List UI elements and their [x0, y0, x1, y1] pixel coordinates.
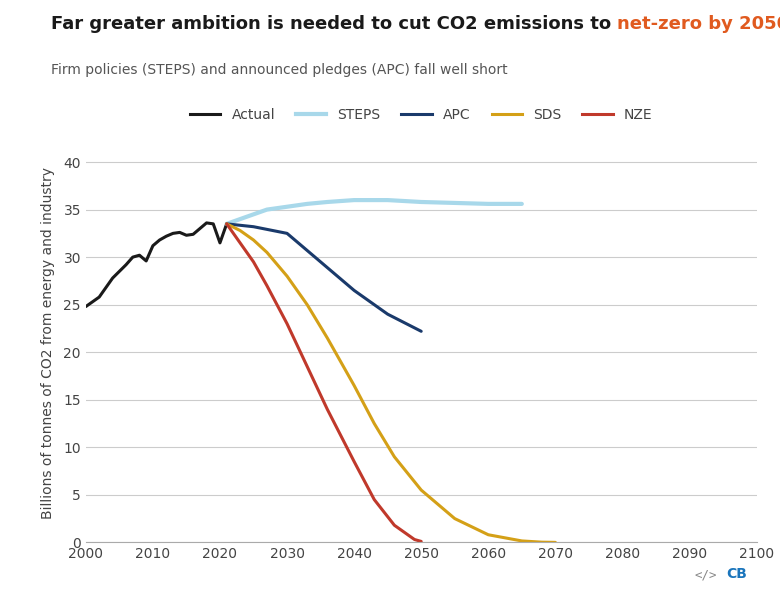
Text: Firm policies (STEPS) and announced pledges (APC) fall well short: Firm policies (STEPS) and announced pled…	[51, 63, 507, 76]
Text: Far greater ambition is needed to cut CO2 emissions to: Far greater ambition is needed to cut CO…	[51, 15, 617, 33]
Y-axis label: Billions of tonnes of CO2 from energy and industry: Billions of tonnes of CO2 from energy an…	[41, 167, 55, 519]
Text: </>: </>	[695, 568, 717, 581]
Text: CB: CB	[727, 567, 747, 581]
Text: net-zero by 2050: net-zero by 2050	[617, 15, 780, 33]
Legend: Actual, STEPS, APC, SDS, NZE: Actual, STEPS, APC, SDS, NZE	[184, 102, 658, 127]
